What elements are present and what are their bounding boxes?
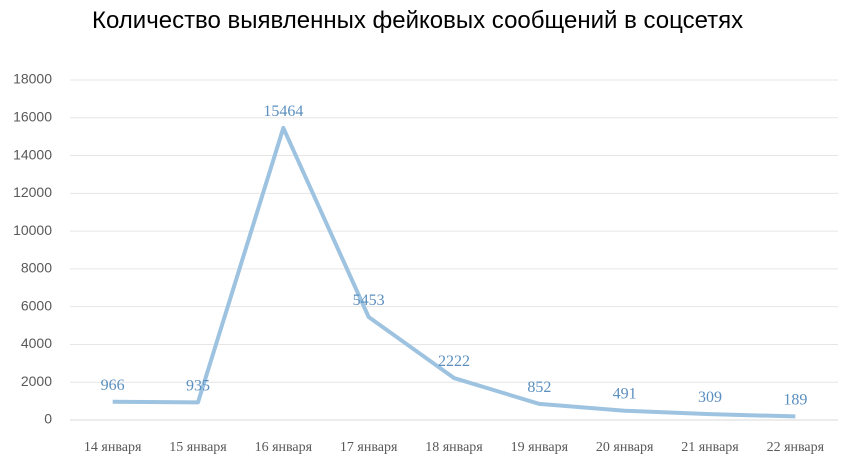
y-tick-label: 12000 (13, 184, 52, 200)
y-tick-label: 6000 (21, 297, 52, 313)
data-label: 189 (783, 391, 807, 408)
x-tick-label: 14 января (84, 440, 142, 455)
y-tick-label: 8000 (21, 260, 52, 276)
x-tick-label: 17 января (340, 440, 398, 455)
data-label: 2222 (438, 353, 470, 370)
x-tick-label: 21 января (681, 440, 739, 455)
y-tick-label: 16000 (13, 108, 52, 124)
x-tick-label: 15 января (169, 440, 227, 455)
y-tick-label: 4000 (21, 335, 52, 351)
y-tick-label: 0 (44, 411, 52, 427)
x-tick-label: 16 января (255, 440, 313, 455)
y-tick-label: 2000 (21, 373, 52, 389)
data-label: 852 (527, 379, 551, 396)
x-tick-label: 20 января (596, 440, 654, 455)
data-label: 491 (613, 386, 637, 403)
x-tick-label: 18 января (425, 440, 483, 455)
line (112, 125, 796, 419)
data-label: 5453 (353, 292, 385, 309)
y-tick-label: 18000 (13, 71, 52, 87)
y-tick-label: 10000 (13, 222, 52, 238)
x-tick-label: 22 января (767, 440, 825, 455)
data-label: 15464 (263, 103, 303, 120)
y-tick-label: 14000 (13, 146, 52, 162)
chart-title: Количество выявленных фейковых сообщений… (92, 7, 743, 34)
data-label: 309 (698, 389, 722, 406)
x-tick-label: 19 января (511, 440, 569, 455)
data-label: 966 (101, 377, 125, 394)
data-label: 935 (186, 377, 210, 394)
